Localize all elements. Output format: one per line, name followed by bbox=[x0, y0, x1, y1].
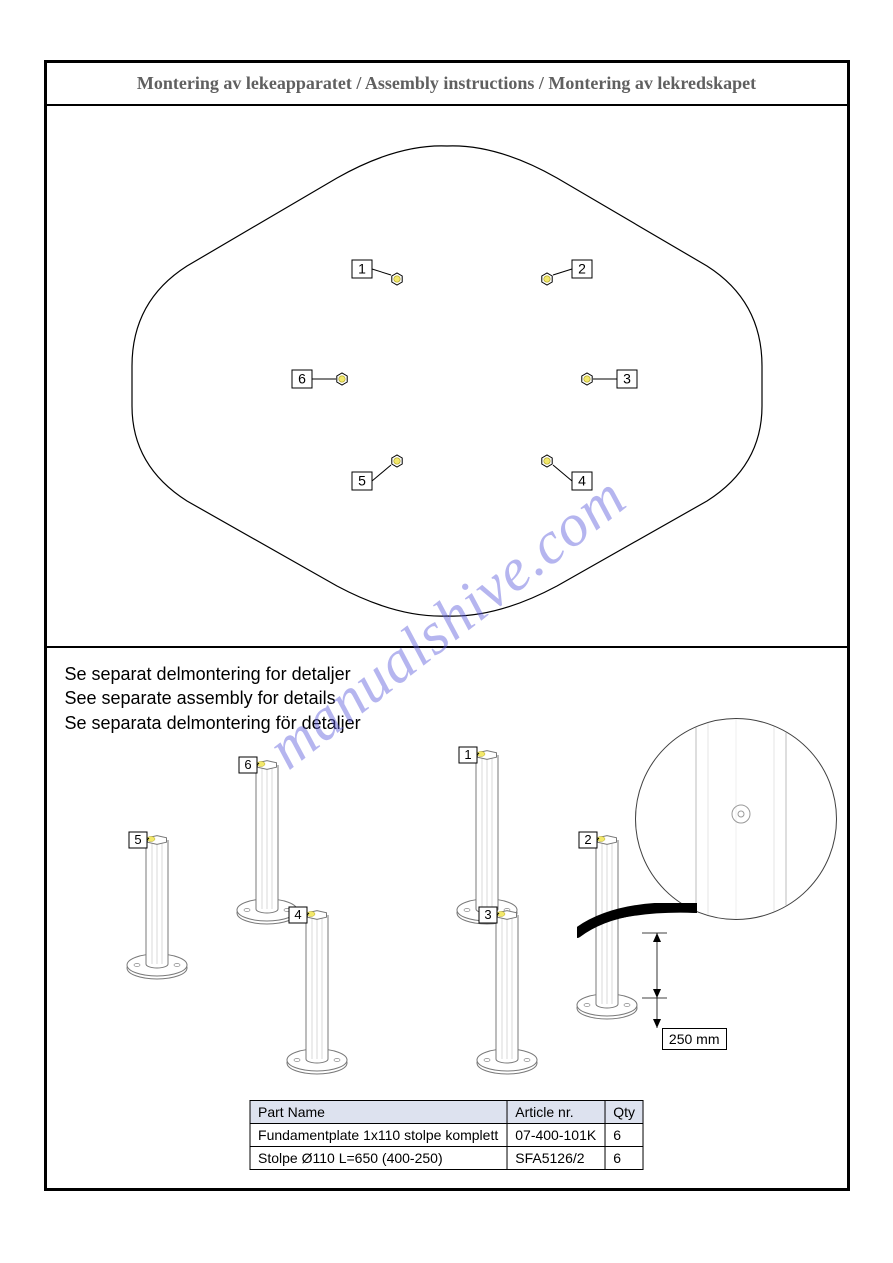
table-row: Fundamentplate 1x110 stolpe komplett 07-… bbox=[250, 1124, 644, 1147]
svg-text:3: 3 bbox=[484, 907, 491, 922]
svg-text:3: 3 bbox=[623, 371, 631, 387]
posts-diagram: 5 6 4 1 3 2 bbox=[47, 738, 847, 1078]
bottom-assembly-panel: Se separat delmontering for detaljer See… bbox=[47, 648, 847, 1188]
hexagon-outline bbox=[132, 146, 762, 616]
col-part-name: Part Name bbox=[250, 1101, 507, 1124]
post-4: 4 bbox=[277, 893, 357, 1083]
note-line-no: Se separat delmontering for detaljer bbox=[65, 662, 829, 686]
svg-text:4: 4 bbox=[294, 907, 301, 922]
page-title: Montering av lekeapparatet / Assembly in… bbox=[47, 63, 847, 106]
table-row: Stolpe Ø110 L=650 (400-250) SFA5126/2 6 bbox=[250, 1147, 644, 1170]
cell: 07-400-101K bbox=[507, 1124, 605, 1147]
svg-text:1: 1 bbox=[464, 747, 471, 762]
dimension-label: 250 mm bbox=[662, 1028, 727, 1050]
cell: Stolpe Ø110 L=650 (400-250) bbox=[250, 1147, 507, 1170]
col-article-nr: Article nr. bbox=[507, 1101, 605, 1124]
svg-text:2: 2 bbox=[578, 261, 586, 277]
cell: Fundamentplate 1x110 stolpe komplett bbox=[250, 1124, 507, 1147]
detail-circle bbox=[635, 718, 837, 920]
cell: 6 bbox=[605, 1147, 644, 1170]
document-page: Montering av lekeapparatet / Assembly in… bbox=[44, 60, 850, 1191]
svg-text:2: 2 bbox=[584, 832, 591, 847]
col-qty: Qty bbox=[605, 1101, 644, 1124]
parts-table: Part Name Article nr. Qty Fundamentplate… bbox=[249, 1100, 644, 1170]
cell: SFA5126/2 bbox=[507, 1147, 605, 1170]
cell: 6 bbox=[605, 1124, 644, 1147]
svg-text:4: 4 bbox=[578, 473, 586, 489]
hexagon-layout-diagram: 1 2 3 4 5 6 bbox=[67, 116, 827, 636]
top-diagram-panel: 1 2 3 4 5 6 bbox=[47, 116, 847, 648]
svg-text:1: 1 bbox=[358, 261, 366, 277]
svg-text:5: 5 bbox=[358, 473, 366, 489]
table-header-row: Part Name Article nr. Qty bbox=[250, 1101, 644, 1124]
note-line-en: See separate assembly for details bbox=[65, 686, 829, 710]
post-5: 5 bbox=[117, 818, 197, 988]
svg-text:6: 6 bbox=[244, 757, 251, 772]
svg-text:5: 5 bbox=[134, 832, 141, 847]
post-3: 3 bbox=[467, 893, 547, 1083]
svg-text:6: 6 bbox=[298, 371, 306, 387]
leader-swoosh bbox=[577, 903, 697, 943]
dimension-arrows bbox=[642, 928, 672, 1028]
